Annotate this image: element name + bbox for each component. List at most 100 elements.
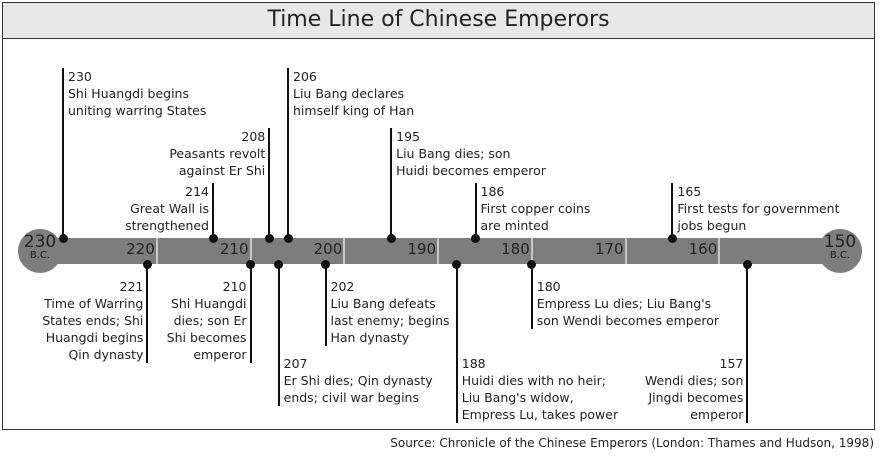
event-dot <box>452 260 462 269</box>
event-text: 195 <box>396 129 420 144</box>
tick-mark <box>624 238 627 264</box>
event-text: son Wendi becomes emperor <box>536 313 720 328</box>
event-text: uniting warring States <box>68 103 207 118</box>
event-text: Empress Lu, takes power <box>461 407 619 422</box>
event-label: 221 Time of Warring States ends; Shi Huangd… <box>42 278 143 363</box>
event-dot <box>386 234 396 243</box>
event-stem <box>249 264 252 363</box>
tick-label: 200 <box>313 240 343 258</box>
event-text: himself king of Han <box>293 103 415 118</box>
timeline-bar <box>40 238 840 264</box>
event-text: Qin dynasty <box>68 347 144 362</box>
event-text: Time of Warring <box>44 296 144 311</box>
event-text: Liu Bang's widow, <box>461 390 574 405</box>
event-text: 202 <box>330 279 355 294</box>
event-dot <box>264 234 274 243</box>
event-text: Huidi dies with no heir; <box>461 373 606 388</box>
event-text: Er Shi dies; Qin dynasty <box>283 373 433 388</box>
event-text: Peasants revolt <box>169 146 266 161</box>
event-text: emperor <box>690 407 744 422</box>
tick-mark <box>343 238 346 264</box>
tick-mark <box>155 238 158 264</box>
tick-label: 170 <box>594 240 624 258</box>
event-text: First copper coins <box>480 201 591 216</box>
event-stem <box>287 68 289 238</box>
event-label: 157 Wendi dies; son Jingdi becomes emperor <box>645 355 744 423</box>
event-label: 202 Liu Bang defeats last enemy; begins Han… <box>331 278 450 346</box>
event-text: against Er Shi <box>178 163 266 178</box>
event-text: 208 <box>241 129 266 144</box>
event-stem <box>530 264 533 329</box>
event-text: Shi Huangdi <box>170 296 247 311</box>
event-label: 210 Shi Huangdi dies; son Er Shi becomes emp… <box>167 278 247 363</box>
event-label: 186 First copper coins are minted <box>481 183 591 234</box>
event-stem <box>474 183 477 238</box>
event-dot <box>208 234 218 243</box>
event-text: Huidi becomes emperor <box>396 163 546 178</box>
event-text: 206 <box>293 69 317 84</box>
event-dot <box>274 260 284 269</box>
end-year: 150 <box>823 232 857 252</box>
event-stem <box>455 264 458 423</box>
event-stem <box>671 183 674 238</box>
event-label: 188 Huidi dies with no heir; Liu Bang's wi… <box>462 355 618 423</box>
event-label: 195 Liu Bang dies; son Huidi becomes emper… <box>396 128 546 179</box>
event-stem <box>324 264 327 346</box>
event-label: 208 Peasants revolt against Er Shi <box>169 128 265 179</box>
event-label: 230 Shi Huangdi begins uniting warring Sta… <box>68 68 206 119</box>
event-text: Empress Lu dies; Liu Bang's <box>536 296 712 311</box>
event-stem <box>390 128 393 238</box>
event-dot <box>742 260 752 269</box>
event-text: ends; civil war begins <box>283 390 419 405</box>
source-note: Source: Chronicle of the Chinese Emperor… <box>390 436 874 450</box>
event-text: 188 <box>461 356 486 371</box>
event-text: emperor <box>193 347 247 362</box>
event-label: 214 Great Wall is strengthened <box>125 183 209 234</box>
event-text: States ends; Shi <box>42 313 144 328</box>
event-dot <box>246 260 255 269</box>
event-stem <box>277 264 280 406</box>
event-dot <box>321 260 330 269</box>
event-text: last enemy; begins <box>330 313 450 328</box>
event-text: Huangdi begins <box>45 330 144 345</box>
tick-label: 190 <box>407 240 436 258</box>
event-text: Liu Bang defeats <box>330 296 436 311</box>
tick-mark <box>249 238 252 264</box>
event-dot <box>667 234 677 243</box>
event-text: Han dynasty <box>330 330 410 345</box>
start-era: B.C. <box>29 250 51 261</box>
start-year: 230 <box>23 232 57 252</box>
event-text: Jingdi becomes <box>648 390 744 405</box>
event-text: Shi becomes <box>166 330 247 345</box>
tick-label: 160 <box>688 240 718 258</box>
tick-label: 180 <box>501 240 530 258</box>
event-text: jobs begun <box>677 218 747 233</box>
event-dot <box>283 234 293 243</box>
event-text: Shi Huangdi begins <box>68 86 189 101</box>
event-text: 157 <box>719 356 744 371</box>
event-stem <box>62 68 64 238</box>
event-dot <box>527 260 537 269</box>
tick-mark <box>437 238 439 264</box>
event-text: 221 <box>119 279 144 294</box>
event-label: 206 Liu Bang declares himself king of Han <box>293 68 414 119</box>
diagram-title: Time Line of Chinese Emperors <box>2 2 875 39</box>
tick-label: 220 <box>126 240 155 258</box>
event-dot <box>471 234 480 243</box>
end-cap: 150 B.C. <box>818 229 862 273</box>
tick-mark <box>530 238 533 264</box>
event-text: 214 <box>185 184 209 199</box>
start-cap: 230 B.C. <box>18 229 62 273</box>
event-text: strengthened <box>125 218 209 233</box>
event-text: 230 <box>68 69 92 84</box>
event-stem <box>146 264 149 363</box>
event-text: Liu Bang dies; son <box>396 146 511 161</box>
event-text: 165 <box>677 184 702 199</box>
event-dot <box>142 260 152 269</box>
event-text: 210 <box>222 279 247 294</box>
event-text: Wendi dies; son <box>644 373 744 388</box>
tick-mark <box>718 238 721 264</box>
event-label: 180 Empress Lu dies; Liu Bang's son Wendi … <box>537 278 719 329</box>
event-stem <box>212 183 214 238</box>
event-label: 207 Er Shi dies; Qin dynasty ends; civil w… <box>284 355 433 406</box>
